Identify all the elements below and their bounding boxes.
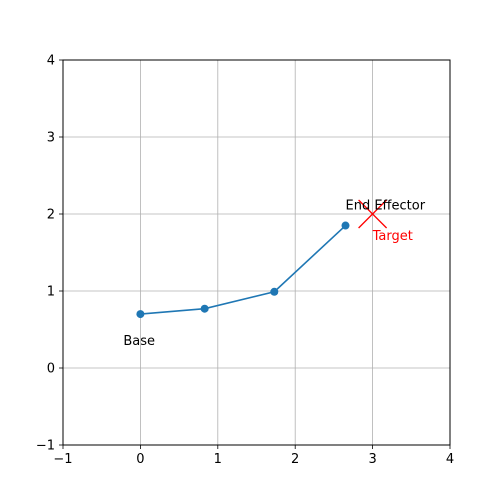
y-tick-label: −1 [36,439,55,454]
annotation-label: Target [372,229,413,244]
x-tick-label: −1 [53,452,72,467]
plot-background [63,60,450,445]
x-tick-label: 0 [136,452,144,467]
joint-point [270,287,279,296]
ticks: −1 0 1 2 3 4 −1 0 1 2 3 4 [36,54,454,468]
arm-line [140,224,347,315]
y-tick-label: 2 [47,208,55,223]
y-tick-label: 3 [47,131,55,146]
x-tick-label: 3 [368,452,376,467]
y-tick-label: 1 [47,285,55,300]
y-tick-label: 0 [47,362,55,377]
y-tick-label: 4 [47,54,55,69]
annotation-label: Base [123,334,155,349]
data-layer [136,199,388,319]
x-tick-label: 2 [291,452,299,467]
joint-point [341,221,350,230]
annotation-layer: Base End Effector Target [123,199,425,350]
plot-frame [62,59,451,446]
joint-point [136,310,145,319]
annotation-label: End Effector [346,199,426,214]
target-marker [358,199,388,229]
x-tick-label: 4 [446,452,454,467]
joint-point [200,304,209,313]
x-tick-label: 1 [214,452,222,467]
